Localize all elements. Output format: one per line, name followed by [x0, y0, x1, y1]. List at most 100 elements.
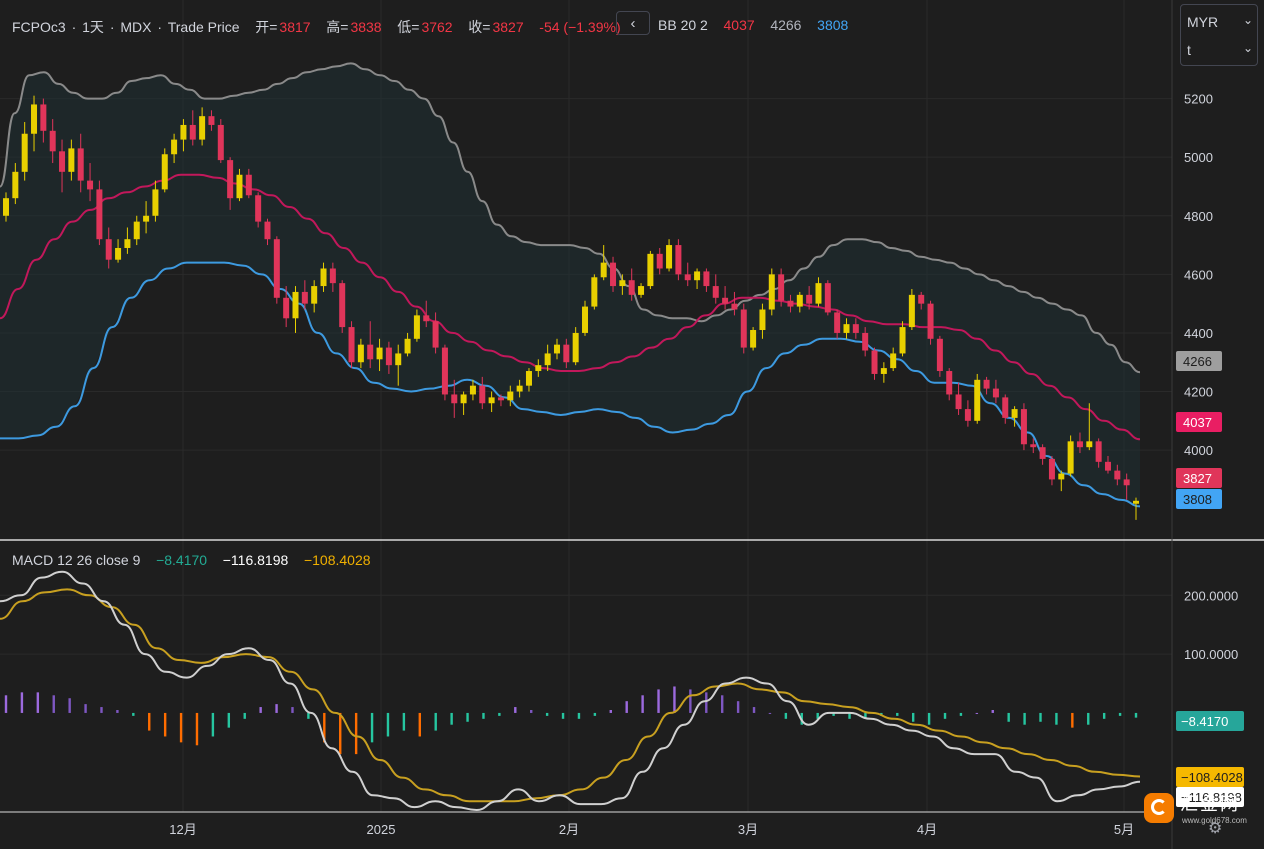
candle-body [31, 104, 38, 134]
candle-body [983, 379, 990, 389]
bb-lower-value: 3808 [817, 17, 849, 33]
candle-body [516, 385, 523, 392]
candle-body [815, 283, 822, 304]
candle-body [395, 353, 402, 366]
currency-select[interactable]: MYR ⌄ [1185, 9, 1255, 35]
macd-histogram-bar [291, 707, 294, 713]
macd-hist-price-tag: −8.4170 [1176, 711, 1244, 731]
candle-body [722, 297, 729, 304]
macd-histogram-bar [927, 712, 931, 725]
macd-histogram-bar [354, 712, 358, 755]
macd-histogram-bar [450, 712, 453, 725]
macd-histogram-bar [911, 712, 915, 722]
gear-icon[interactable]: ⚙ [1208, 820, 1223, 837]
candle-body [432, 321, 439, 348]
bb-middle-value: 4037 [723, 17, 755, 33]
change-value: -54 (−1.39%) [539, 19, 621, 35]
bb-lower-price-tag-text: 3808 [1183, 492, 1212, 507]
candle-body [189, 124, 196, 140]
macd-histogram-bar [720, 695, 724, 713]
currency-value: MYR [1187, 14, 1219, 30]
candle-body [525, 371, 532, 386]
candle-body [273, 239, 280, 298]
bb-label: BB 20 2 [658, 17, 708, 33]
candle-body [899, 327, 906, 354]
macd-histogram-bar [545, 712, 549, 716]
candle-body [572, 332, 579, 363]
candle-body [750, 330, 757, 348]
macd-line [0, 570, 1141, 812]
macd-histogram-bar [896, 712, 899, 716]
bb-lower-price-tag-bg [1176, 489, 1222, 509]
candle-body [927, 303, 934, 339]
bb-middle-price-tag: 4037 [1176, 412, 1222, 432]
macd-histogram-bar [84, 704, 87, 713]
macd-histogram-bar [943, 712, 947, 719]
collapse-legend-button[interactable]: ‹ [616, 11, 650, 35]
candle-body [49, 130, 56, 152]
candle-body [946, 371, 953, 395]
bb-upper-price-tag-text: 4266 [1183, 354, 1212, 369]
candle-body [488, 397, 495, 404]
macd-histogram-bar [609, 710, 612, 713]
candle-body [255, 195, 262, 222]
macd-histogram-bar [195, 712, 199, 746]
scale-settings: MYR ⌄ t ⌄ [1180, 4, 1258, 66]
macd-legend[interactable]: MACD 12 26 close 9 −8.4170 −116.8198 −10… [12, 552, 373, 568]
macd-histogram-bar [1102, 712, 1106, 719]
time-tick-label: 3月 [738, 822, 758, 837]
candle-body [619, 280, 626, 287]
symbol[interactable]: FCPOc3 [12, 19, 66, 35]
candle-body [105, 239, 112, 260]
interval[interactable]: 1天 [82, 19, 104, 35]
candle-body [806, 294, 813, 304]
candle-body [974, 379, 981, 421]
candle-body [180, 124, 187, 140]
candle-body [1114, 470, 1121, 480]
candle-body [600, 262, 607, 278]
time-tick-label: 5月 [1114, 822, 1134, 837]
candles [3, 95, 1139, 520]
macd-histogram-bar [673, 686, 676, 713]
candle-body [507, 391, 514, 401]
macd-histogram-bar [657, 689, 660, 713]
unit-select[interactable]: t ⌄ [1185, 37, 1255, 63]
close-price-tag-bg [1176, 468, 1222, 488]
candle-body [1067, 441, 1074, 474]
macd-histogram-bar [36, 692, 40, 713]
macd-histogram-bar [402, 712, 406, 731]
candle-body [1104, 461, 1111, 471]
candle-body [591, 277, 598, 307]
candle-body [21, 133, 28, 172]
candle-body [880, 368, 887, 374]
macd-histogram-bar [561, 712, 565, 719]
price-tick-label: 5200 [1184, 92, 1213, 107]
price-tick-label: 4400 [1184, 326, 1213, 341]
macd-histogram-bar [307, 712, 310, 719]
macd-histogram-bar [148, 712, 151, 731]
macd-histogram-bar [323, 712, 326, 743]
candle-body [40, 104, 47, 131]
macd-histogram-bar [593, 712, 597, 716]
macd-histogram-bar [816, 712, 819, 719]
macd-histogram-bar [848, 712, 851, 719]
bb-lower-price-tag: 3808 [1176, 489, 1222, 509]
macd-histogram-bar [530, 710, 533, 713]
time-tick-label: 2025 [367, 822, 396, 837]
bb-legend[interactable]: BB 20 2 4037 4266 3808 [658, 17, 850, 33]
macd-histogram-bar [20, 692, 24, 713]
macd-signal-value: −108.4028 [303, 552, 371, 568]
macd-histogram-bar [179, 712, 183, 743]
candle-body [834, 312, 841, 333]
time-tick-label: 12月 [169, 822, 196, 837]
candle-body [413, 315, 420, 339]
macd-hist-price-tag-text: −8.4170 [1181, 714, 1228, 729]
symbol-legend: FCPOc3 · 1天 · MDX · Trade Price 开= 3817 高… [12, 19, 621, 35]
close-value: 3827 [492, 19, 524, 35]
axes: 4000 4200 4400 4600 4800 5000 5200 100.0000 200.… [169, 92, 1244, 837]
macd-histogram-bar [163, 712, 167, 737]
unit-value: t [1187, 42, 1191, 58]
macd-histogram-bar [1039, 712, 1042, 722]
candle-body [712, 286, 719, 298]
